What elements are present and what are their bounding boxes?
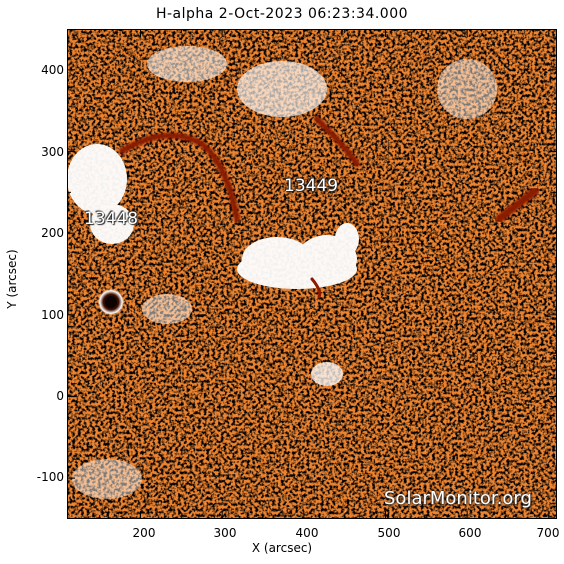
region-label-13448: 13448 (84, 209, 139, 229)
x-tick-label: 700 (536, 526, 560, 540)
x-tick-label: 500 (377, 526, 401, 540)
axis-ticks (67, 29, 557, 519)
x-tick-label: 600 (458, 526, 482, 540)
plage-regions (67, 46, 497, 499)
x-axis-label: X (arcsec) (251, 541, 313, 555)
y-axis-label: Y (arcsec) (5, 249, 19, 309)
filament-arc-right (314, 116, 360, 167)
y-tick-label: 400 (41, 63, 64, 77)
y-tick-label: 0 (56, 389, 64, 403)
y-tick-label: 100 (41, 308, 64, 322)
filament-east (495, 187, 539, 223)
filaments (119, 116, 539, 299)
y-tick-label: 300 (41, 145, 64, 159)
filament-arc-left (119, 132, 240, 222)
x-tick-label: 300 (213, 526, 237, 540)
x-tick-label: 400 (295, 526, 319, 540)
y-tick-label: 200 (41, 226, 64, 240)
sunspot-umbra (105, 296, 117, 308)
y-tick-label: -100 (36, 470, 64, 484)
credit-watermark: SolarMonitor.org (384, 488, 532, 509)
region-label-13449: 13449 (284, 176, 339, 196)
image-title: H-alpha 2-Oct-2023 06:23:34.000 (155, 6, 409, 22)
x-tick-label: 200 (132, 526, 156, 540)
halpha-image (67, 29, 557, 519)
filament-small (310, 277, 322, 299)
